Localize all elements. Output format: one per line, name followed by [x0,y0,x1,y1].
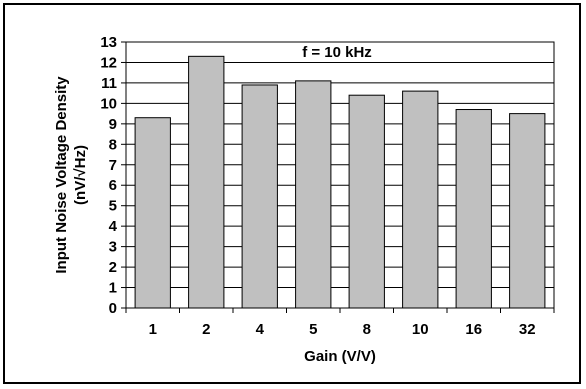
x-tick-label: 32 [519,321,536,338]
y-tick-label: 7 [109,157,117,174]
x-axis-title: Gain (V/V) [304,348,376,365]
bars [134,55,546,309]
y-axis-title: Input Noise Voltage Density [53,76,70,274]
x-tick-label: 1 [149,321,157,338]
y-tick-label: 13 [100,34,117,51]
y-tick-label: 6 [109,177,117,194]
x-tick-label: 8 [363,321,371,338]
y-tick-label: 5 [109,198,117,215]
x-tick-label: 5 [309,321,317,338]
y-tick-label: 8 [109,136,117,153]
y-tick-label: 1 [109,280,117,297]
x-axis-ticks: 1 2 4 5 8 10 16 32 [125,308,555,338]
annotation-background [287,44,387,61]
y-tick-label: 2 [109,259,117,276]
y-tick-label: 4 [109,218,118,235]
bar-gain-10 [402,90,439,309]
bar-gain-4 [241,84,278,309]
bar-gain-16 [455,109,492,309]
y-tick-label: 0 [109,300,117,317]
bar-gain-5 [295,80,332,309]
x-tick-label: 4 [256,321,265,338]
bar-gain-32 [509,113,546,309]
x-tick-label: 10 [412,321,429,338]
bar-gain-8 [348,94,385,309]
x-tick-label: 16 [465,321,482,338]
y-axis-unit: (nV/√Hz) [72,145,89,205]
plot-area-border [125,41,555,309]
y-tick-label: 10 [100,95,117,112]
y-tick-label: 11 [101,75,117,92]
y-tick-label: 9 [109,116,117,133]
y-tick-label: 12 [100,54,117,71]
bar-gain-2 [188,55,225,309]
annotation-frequency: f = 10 kHz [302,44,372,61]
bar-gain-1 [134,117,171,309]
y-tick-label: 3 [109,239,117,256]
x-tick-label: 2 [202,321,210,338]
